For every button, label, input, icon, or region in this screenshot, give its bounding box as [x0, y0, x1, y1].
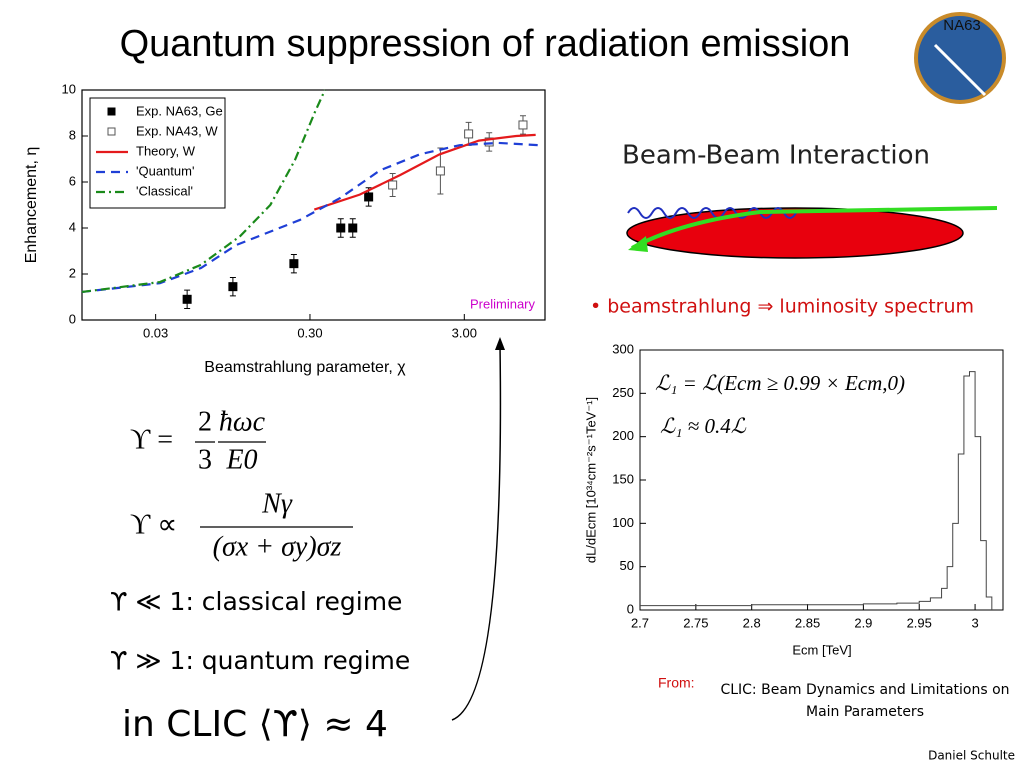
source-line: CLIC: Beam Dynamics and Limitations on — [720, 682, 1009, 698]
y-tick-label: 150 — [612, 471, 634, 486]
conclusion: in CLIC ⟨ϒ⟩ ≈ 4 — [122, 704, 388, 745]
y-tick-label: 6 — [69, 173, 76, 188]
point — [336, 223, 346, 233]
formula-lhs: ϒ ∝ — [130, 509, 177, 540]
annotation: Preliminary — [470, 296, 536, 311]
legend-label: 'Quantum' — [136, 163, 194, 178]
point — [348, 223, 358, 233]
x-tick-label: 0.03 — [143, 325, 168, 340]
x-tick-label: 3 — [971, 615, 978, 630]
fraction-den: (σx + σy)σz — [213, 531, 342, 562]
y-tick-label: 300 — [612, 341, 634, 356]
y-tick-label: 50 — [620, 558, 634, 573]
line — [313, 133, 536, 211]
point — [435, 166, 445, 176]
x-axis-label: Beamstrahlung parameter, χ — [204, 359, 406, 376]
y-tick-label: 100 — [612, 515, 634, 530]
line — [81, 89, 326, 294]
logo — [914, 12, 1006, 104]
plot-frame — [81, 89, 546, 321]
point — [464, 129, 474, 139]
point — [228, 282, 238, 292]
radiation-wave — [627, 207, 797, 219]
formula-lhs: ϒ = — [130, 424, 173, 455]
section-title: Beam-Beam Interaction — [622, 141, 930, 171]
y-tick-label: 10 — [62, 81, 76, 96]
line — [640, 371, 993, 610]
source-prefix: From: — [658, 675, 695, 691]
legend-label: Theory, W — [136, 143, 196, 158]
y-tick-label: 0 — [69, 311, 76, 326]
x-tick-label: 2.75 — [683, 615, 708, 630]
point — [388, 180, 398, 190]
line — [81, 141, 539, 294]
fraction-den: 3 — [198, 444, 212, 475]
x-tick-label: 2.7 — [631, 615, 649, 630]
y-axis-label: dL/dEcm [10³⁴cm⁻²s⁻¹TeV⁻¹] — [583, 397, 598, 563]
legend-label: Exp. NA63, Ge — [136, 103, 223, 118]
fraction-den: E0 — [225, 444, 257, 475]
arrow-head — [628, 236, 648, 252]
logo-track — [933, 43, 987, 97]
legend-label: Exp. NA43, W — [136, 123, 218, 138]
y-tick-label: 250 — [612, 385, 634, 400]
regime: ϒ ≪ 1: classical regime — [110, 587, 402, 616]
pointer-arrow — [451, 344, 502, 721]
slide-title: Quantum suppression of radiation emissio… — [120, 23, 851, 65]
y-tick-label: 4 — [69, 219, 76, 234]
x-tick-label: 2.95 — [907, 615, 932, 630]
y-axis-label: Enhancement, η — [23, 147, 40, 264]
y-tick-label: 2 — [69, 265, 76, 280]
fraction-num: ħωc — [219, 406, 266, 437]
x-tick-label: 3.00 — [452, 325, 477, 340]
point — [518, 120, 528, 130]
logo-text: NA63 — [943, 17, 981, 34]
bullet: • beamstrahlung ⇒ luminosity spectrum — [590, 296, 974, 318]
y-tick-label: 0 — [627, 601, 634, 616]
y-tick-label: 8 — [69, 127, 76, 142]
fraction-num: Nγ — [261, 488, 293, 519]
source-line: Main Parameters — [806, 704, 924, 720]
x-tick-label: 0.30 — [297, 325, 322, 340]
fraction-num: 2 — [198, 406, 212, 437]
annotation: ℒ₁ = ℒ(Ecm ≥ 0.99 × Ecm,0) — [655, 371, 905, 395]
point — [182, 294, 192, 304]
legend-swatch — [107, 127, 116, 136]
arrow-head — [495, 337, 505, 350]
author: Daniel Schulte — [928, 749, 1015, 763]
x-tick-label: 2.85 — [795, 615, 820, 630]
legend-label: 'Classical' — [136, 183, 193, 198]
legend-swatch — [107, 107, 116, 116]
x-tick-label: 2.9 — [854, 615, 872, 630]
point — [364, 192, 374, 202]
y-tick-label: 200 — [612, 428, 634, 443]
regime: ϒ ≫ 1: quantum regime — [110, 646, 410, 675]
x-tick-label: 2.8 — [743, 615, 761, 630]
x-axis-label: Ecm [TeV] — [792, 642, 851, 657]
point — [289, 259, 299, 269]
point — [484, 137, 494, 147]
annotation: ℒ₁ ≈ 0.4ℒ — [660, 414, 747, 438]
